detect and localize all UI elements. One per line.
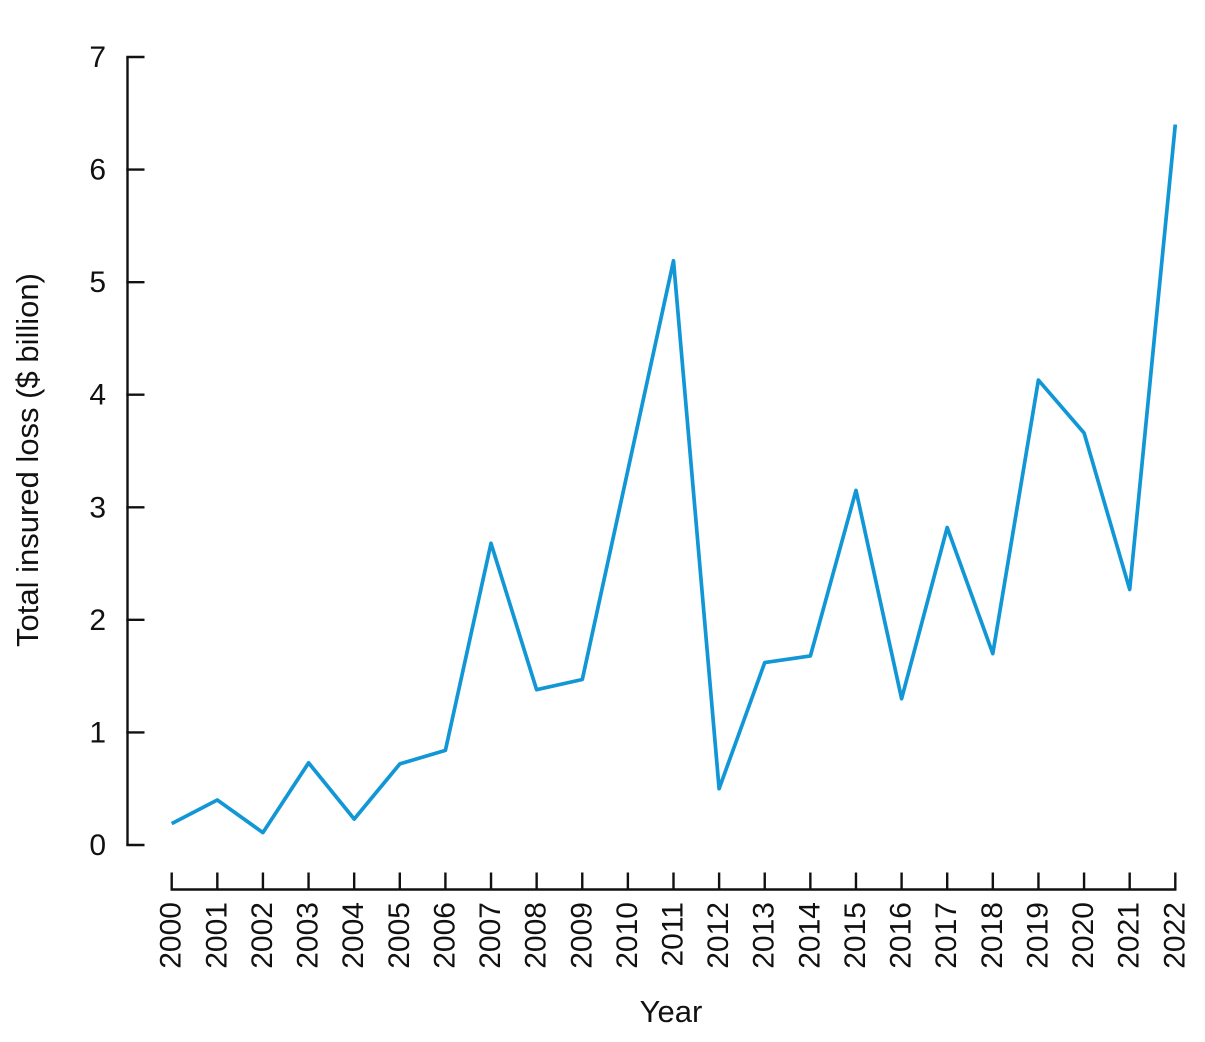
y-tick-label: 0	[89, 829, 106, 862]
x-tick-label: 2019	[1021, 902, 1054, 969]
y-tick-label: 6	[89, 154, 106, 187]
x-tick-label: 2006	[428, 902, 461, 969]
x-tick-label: 2016	[885, 902, 918, 969]
y-tick-label: 4	[89, 379, 106, 412]
x-tick-label: 2013	[748, 902, 781, 969]
x-tick-label: 2020	[1067, 902, 1100, 969]
y-tick-label: 5	[89, 266, 106, 299]
x-tick-label: 2017	[930, 902, 963, 969]
x-tick-label: 2018	[976, 902, 1009, 969]
y-axis-title: Total insured loss ($ billion)	[10, 273, 45, 647]
insured-loss-line	[170, 124, 1178, 835]
x-tick-label: 2001	[200, 902, 233, 969]
x-tick-label: 2000	[155, 902, 188, 969]
x-axis: 2000 2001 2002 2003 2004 2005 2006 2007 2008 2009…	[155, 872, 1191, 969]
x-tick-label: 2003	[292, 902, 325, 969]
x-tick-label: 2012	[702, 902, 735, 969]
x-tick-label: 2021	[1113, 902, 1146, 969]
y-tick-label: 1	[89, 716, 106, 749]
x-tick-label: 2011	[657, 902, 690, 967]
y-tick-label: 7	[89, 41, 106, 74]
y-axis: 0 1 2 3 4 5 6 7	[89, 41, 145, 862]
x-tick-label: 2009	[565, 902, 598, 969]
x-tick-label: 2010	[611, 902, 644, 969]
x-tick-label: 2007	[474, 902, 507, 969]
x-tick-label: 2022	[1158, 902, 1191, 969]
x-tick-label: 2008	[520, 902, 553, 969]
x-tick-label: 2015	[839, 902, 872, 969]
x-tick-label: 2014	[793, 902, 826, 969]
x-axis-title: Year	[640, 994, 703, 1029]
x-tick-label: 2002	[246, 902, 279, 969]
y-tick-label: 3	[89, 491, 106, 524]
x-tick-label: 2005	[383, 902, 416, 969]
x-tick-label: 2004	[337, 902, 370, 969]
y-tick-label: 2	[89, 604, 106, 637]
